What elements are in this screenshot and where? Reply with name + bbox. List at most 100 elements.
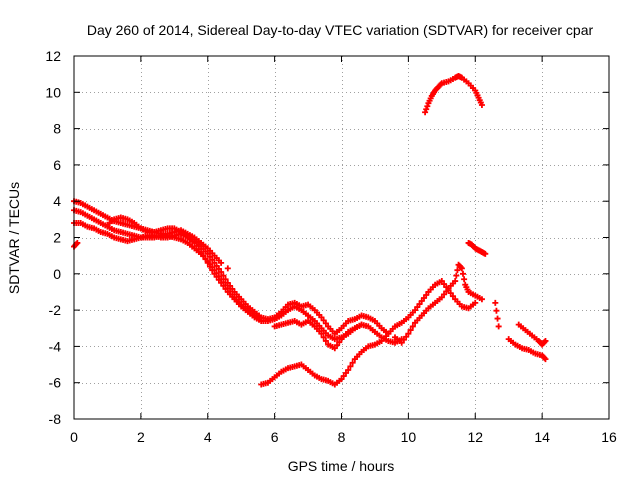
x-tick-label: 14: [534, 429, 550, 445]
series-arc-4: [104, 214, 392, 337]
data-point: [320, 334, 327, 341]
data-point: [218, 268, 225, 275]
y-tick-label: 2: [53, 230, 61, 246]
series-arc-7: [392, 261, 485, 346]
data-point: [213, 273, 220, 280]
data-point: [423, 106, 430, 113]
data-point: [318, 314, 325, 321]
data-point: [224, 279, 231, 286]
data-point: [482, 250, 489, 257]
series-arc-5: [271, 317, 365, 352]
data-point: [320, 317, 327, 324]
x-tick-label: 4: [204, 429, 212, 445]
data-point: [358, 321, 365, 328]
data-point: [422, 109, 429, 116]
grid: [74, 56, 609, 419]
data-point: [424, 103, 431, 110]
data-point: [458, 265, 465, 272]
data-point: [414, 304, 421, 311]
data-point: [472, 299, 479, 306]
axis-ticks: 0 2 4 6 8 10 12 14 16 -8 -6 -4 -2 0 2 4 6 8 10 12: [45, 48, 617, 445]
data-point: [412, 307, 419, 314]
data-point: [331, 345, 338, 352]
data-point: [222, 285, 229, 292]
y-tick-label: 8: [53, 121, 61, 137]
y-tick-label: 0: [53, 266, 61, 282]
data-point: [492, 299, 499, 306]
data-point: [229, 285, 236, 292]
data-point: [222, 276, 229, 283]
data-point: [322, 320, 329, 327]
data-point: [211, 259, 218, 266]
data-point: [211, 270, 218, 277]
data-point: [438, 278, 445, 285]
data-point: [453, 272, 460, 279]
y-tick-label: -2: [49, 302, 62, 318]
data-point: [209, 256, 216, 263]
data-point: [398, 339, 405, 346]
y-tick-label: 4: [53, 193, 61, 209]
data-point: [416, 301, 423, 308]
x-tick-label: 10: [401, 429, 417, 445]
data-point: [441, 281, 448, 288]
data-point: [200, 252, 207, 259]
data-point: [218, 279, 225, 286]
x-tick-label: 2: [137, 429, 145, 445]
y-tick-label: 10: [45, 84, 61, 100]
x-tick-label: 12: [467, 429, 483, 445]
data-point: [218, 259, 225, 266]
data-point: [478, 296, 485, 303]
y-tick-label: -8: [49, 411, 62, 427]
data-point: [443, 288, 450, 295]
series-arc-10: [492, 299, 549, 363]
data-point: [204, 250, 211, 257]
data-point: [478, 102, 485, 109]
data-point: [204, 259, 211, 266]
data-point: [202, 256, 209, 263]
data-point: [447, 290, 454, 297]
data-point: [215, 276, 222, 283]
data-point: [213, 262, 220, 269]
data-point: [461, 276, 468, 283]
x-tick-label: 6: [271, 429, 279, 445]
data-point: [220, 272, 227, 279]
y-tick-label: 6: [53, 157, 61, 173]
data-point: [342, 370, 349, 377]
data-point: [449, 293, 456, 300]
data-point: [220, 282, 227, 289]
data-point: [403, 333, 410, 340]
data-point: [409, 323, 416, 330]
series-arc-6: [258, 278, 479, 388]
data-point: [407, 327, 414, 334]
data-point: [340, 373, 347, 380]
data-point: [349, 359, 356, 366]
data-point: [441, 291, 448, 298]
y-tick-label: -6: [49, 375, 62, 391]
data-point: [495, 323, 502, 330]
x-tick-label: 0: [70, 429, 78, 445]
data-point: [459, 270, 466, 277]
x-axis-label: GPS time / hours: [288, 458, 395, 474]
data-point: [452, 278, 459, 285]
y-tick-label: -4: [49, 338, 62, 354]
data-point: [405, 330, 412, 337]
data-point: [334, 342, 341, 349]
data-point: [206, 253, 213, 260]
chart-title: Day 260 of 2014, Sidereal Day-to-day VTE…: [87, 22, 594, 38]
data-point: [454, 267, 461, 274]
series-arc-9: [465, 239, 489, 257]
data-point: [338, 376, 345, 383]
data-point: [542, 356, 549, 363]
series-arc-8: [422, 72, 485, 116]
data-point: [206, 263, 213, 270]
data-point: [493, 307, 500, 314]
data-point: [224, 265, 231, 272]
data-point: [74, 239, 81, 246]
data-point: [209, 267, 216, 274]
data-point: [542, 337, 549, 344]
data-point: [400, 336, 407, 343]
data-point: [215, 265, 222, 272]
x-tick-label: 8: [338, 429, 346, 445]
